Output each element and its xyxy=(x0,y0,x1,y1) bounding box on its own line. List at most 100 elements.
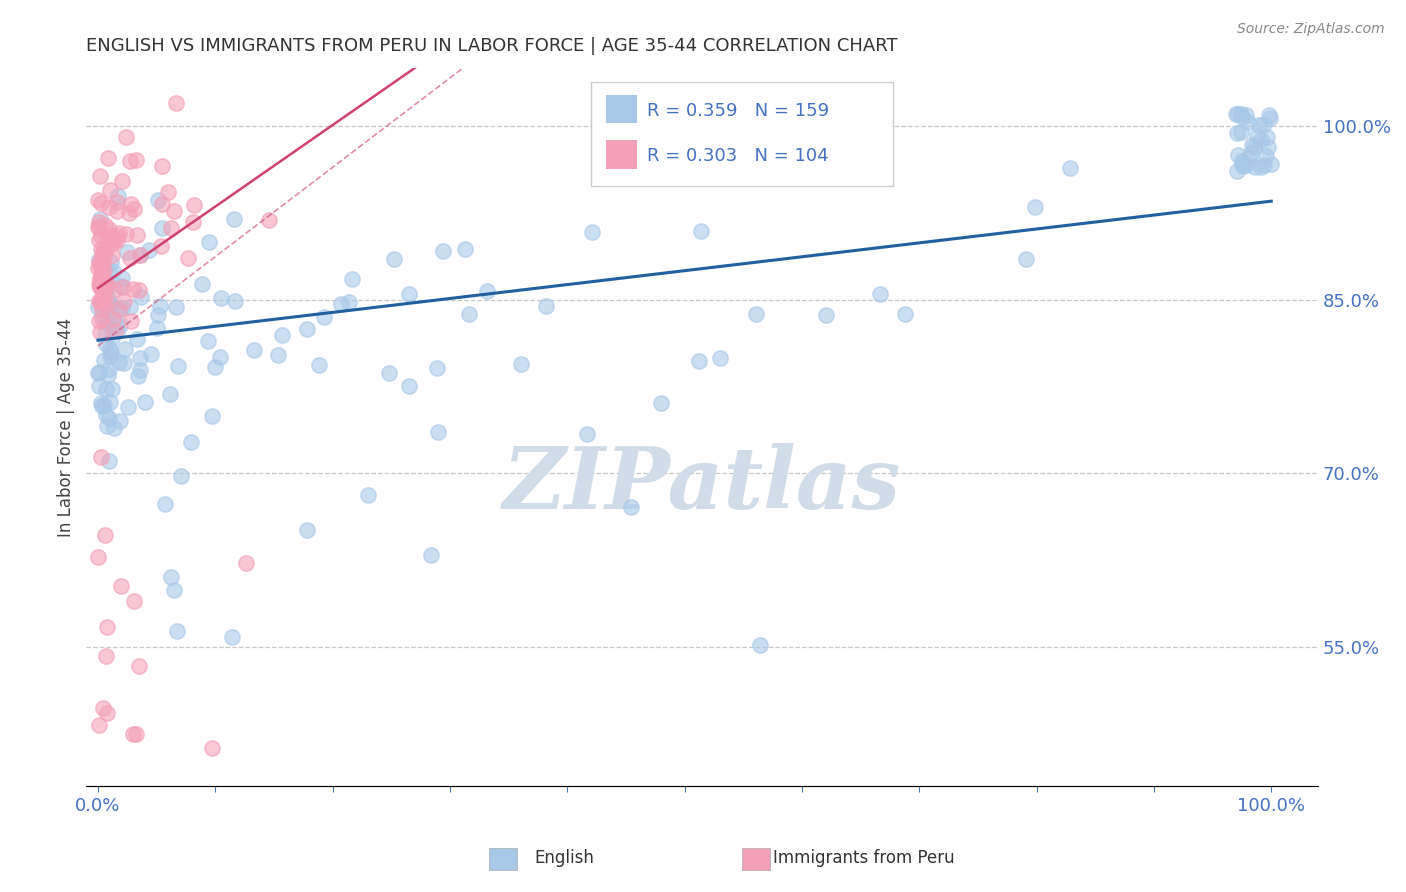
Point xyxy=(105,229,128,244)
Point xyxy=(100,382,122,396)
Point xyxy=(165,300,187,314)
Point xyxy=(122,594,145,608)
Point xyxy=(93,297,115,311)
Point xyxy=(426,360,449,375)
Point xyxy=(1237,151,1260,165)
Point xyxy=(159,386,181,401)
Y-axis label: In Labor Force | Age 35-44: In Labor Force | Age 35-44 xyxy=(58,318,75,537)
Point xyxy=(96,418,118,433)
Point xyxy=(1256,130,1278,145)
Point xyxy=(122,202,145,216)
Bar xyxy=(606,140,637,169)
Point xyxy=(96,231,118,245)
Point xyxy=(655,157,678,171)
Point xyxy=(145,321,167,335)
Point xyxy=(111,174,134,188)
Point xyxy=(98,228,121,243)
Point xyxy=(1246,129,1268,144)
Point xyxy=(89,272,111,286)
Point xyxy=(96,273,118,287)
Point xyxy=(163,204,186,219)
Point xyxy=(100,255,122,269)
Point xyxy=(128,283,150,297)
Point xyxy=(121,282,143,296)
Point xyxy=(150,197,173,211)
Point xyxy=(1230,153,1253,168)
Point xyxy=(104,282,127,296)
Point xyxy=(124,153,146,167)
Point xyxy=(90,313,112,327)
Point xyxy=(93,262,115,277)
Point xyxy=(108,318,131,333)
Point xyxy=(650,396,672,410)
Text: Immigrants from Peru: Immigrants from Peru xyxy=(773,849,955,867)
Point xyxy=(1226,126,1249,140)
Point xyxy=(534,299,557,313)
Point xyxy=(163,582,186,597)
Point xyxy=(120,196,142,211)
Point xyxy=(98,394,121,409)
Text: Source: ZipAtlas.com: Source: ZipAtlas.com xyxy=(1237,22,1385,37)
Point xyxy=(1257,139,1279,153)
Point xyxy=(90,258,112,272)
Bar xyxy=(742,848,770,870)
Point xyxy=(98,301,121,316)
Point xyxy=(709,351,731,365)
Point xyxy=(1230,110,1253,124)
Point xyxy=(87,300,110,314)
Point xyxy=(128,658,150,673)
Point xyxy=(129,351,152,365)
Point xyxy=(209,350,232,364)
Point xyxy=(112,280,135,294)
Point xyxy=(90,450,112,464)
Point xyxy=(94,337,117,351)
Point xyxy=(96,277,118,292)
Point xyxy=(87,293,110,308)
Point xyxy=(87,254,110,268)
Point xyxy=(118,206,141,220)
Point xyxy=(134,395,156,409)
Point xyxy=(1243,139,1265,153)
Point xyxy=(93,398,115,412)
Point xyxy=(150,159,173,173)
Point xyxy=(1236,115,1258,129)
Point xyxy=(398,286,420,301)
Point xyxy=(101,248,124,262)
Point xyxy=(90,309,112,323)
Point xyxy=(91,255,114,269)
Point xyxy=(89,294,111,309)
Point xyxy=(98,349,121,363)
Point xyxy=(308,358,330,372)
Point xyxy=(103,421,125,435)
Point xyxy=(129,290,152,304)
Point xyxy=(108,226,131,240)
Point xyxy=(107,194,129,209)
Point xyxy=(105,301,128,316)
Point xyxy=(337,294,360,309)
Point xyxy=(96,620,118,634)
Point xyxy=(103,236,125,251)
Point xyxy=(509,357,531,371)
Point xyxy=(619,500,641,515)
Point xyxy=(125,332,148,346)
Point xyxy=(115,244,138,259)
Point xyxy=(103,324,125,338)
Point xyxy=(91,293,114,307)
Point xyxy=(98,342,121,356)
Point xyxy=(97,293,120,307)
Point xyxy=(1059,161,1081,175)
Point xyxy=(97,368,120,382)
Point xyxy=(90,301,112,316)
Point xyxy=(90,195,112,210)
Point xyxy=(93,701,115,715)
Point xyxy=(159,221,181,235)
Point xyxy=(87,718,110,732)
Point xyxy=(257,213,280,227)
Point xyxy=(271,328,294,343)
Text: ZIPatlas: ZIPatlas xyxy=(503,442,901,526)
Point xyxy=(89,280,111,294)
Bar xyxy=(489,848,517,870)
Point xyxy=(1230,107,1253,121)
Point xyxy=(89,314,111,328)
Point xyxy=(1225,107,1247,121)
